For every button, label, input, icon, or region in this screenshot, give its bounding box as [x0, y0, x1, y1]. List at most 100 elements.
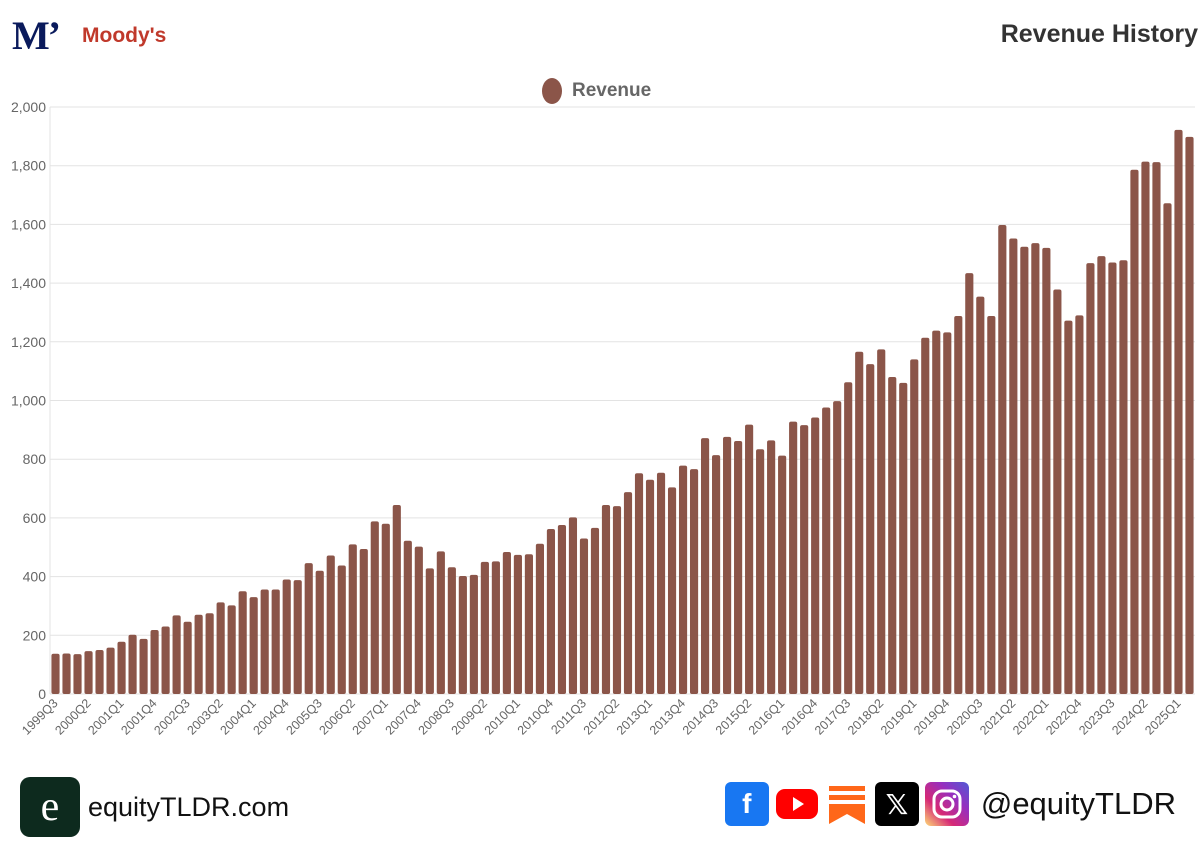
bar-2000Q3	[95, 649, 104, 694]
bar-2008Q1	[425, 568, 434, 694]
social-links: f 𝕏 @equityTLDR	[724, 782, 1176, 826]
bar-2011Q1	[557, 524, 567, 694]
bar-2002Q2	[172, 615, 181, 694]
bar-2016Q2	[789, 421, 798, 694]
x-tick-label: 2006Q2	[317, 696, 358, 737]
x-tick-label: 2012Q2	[581, 696, 622, 737]
bar-2007Q2	[392, 504, 401, 694]
bar-2009Q1	[469, 574, 478, 694]
bar-2024Q2	[1141, 161, 1150, 694]
bar-2023Q4	[1119, 260, 1128, 694]
y-tick-label: 2,000	[11, 99, 46, 115]
x-tick-label: 2007Q4	[383, 696, 424, 737]
bar-2019Q4	[943, 332, 952, 694]
x-tick-label: 2019Q1	[878, 696, 919, 737]
y-tick-label: 600	[23, 510, 47, 526]
y-tick-label: 1,600	[11, 216, 46, 232]
bar-2006Q4	[370, 521, 379, 694]
bar-2008Q3	[447, 567, 456, 694]
bar-2008Q4	[458, 576, 467, 694]
bar-2022Q4	[1075, 315, 1084, 694]
bar-2013Q2	[656, 472, 666, 694]
bar-2022Q3	[1064, 320, 1073, 694]
youtube-icon[interactable]	[774, 782, 819, 826]
x-tick-label: 2004Q1	[217, 696, 258, 737]
x-tick-label: 2025Q1	[1142, 696, 1183, 737]
bar-2020Q4	[987, 315, 996, 694]
bar-2006Q3	[359, 549, 368, 694]
bar-2003Q4	[238, 591, 247, 694]
bar-2019Q2	[921, 337, 930, 694]
bar-2018Q2	[877, 349, 886, 694]
bar-2016Q1	[778, 455, 787, 694]
bar-2011Q4	[590, 527, 600, 694]
bar-2004Q1	[249, 597, 258, 694]
company-name: Moody's	[82, 24, 167, 47]
bar-2013Q4	[678, 465, 688, 694]
bar-2000Q4	[106, 647, 115, 694]
bar-1999Q4	[62, 653, 71, 694]
facebook-icon[interactable]: f	[724, 782, 769, 826]
bar-2016Q4	[811, 417, 820, 694]
bar-2007Q1	[381, 523, 390, 694]
bar-2007Q4	[414, 546, 423, 694]
bar-2005Q1	[293, 580, 302, 694]
bar-2000Q2	[84, 651, 93, 694]
bar-2004Q4	[282, 579, 291, 694]
bar-2018Q1	[866, 364, 875, 694]
x-tick-label: 2002Q3	[151, 696, 192, 737]
x-tick-label: 2016Q4	[779, 696, 820, 737]
bar-2019Q1	[910, 359, 919, 694]
bar-2002Q3	[183, 621, 192, 694]
y-tick-label: 1,400	[11, 275, 46, 291]
substack-icon[interactable]	[824, 782, 869, 826]
bar-2009Q4	[502, 551, 511, 694]
x-tick-label: 2003Q2	[184, 696, 225, 737]
legend[interactable]: Revenue	[542, 78, 651, 104]
instagram-icon[interactable]	[924, 782, 969, 826]
x-tick-label: 2008Q3	[416, 696, 457, 737]
bar-2017Q4	[855, 351, 864, 694]
x-tick-label: 2022Q1	[1010, 696, 1051, 737]
bar-2022Q1	[1042, 247, 1051, 694]
bar-2003Q3	[227, 605, 236, 694]
y-tick-label: 1,200	[11, 334, 46, 350]
x-tick-label: 2013Q4	[647, 696, 688, 737]
x-tick-label: 2023Q3	[1076, 696, 1117, 737]
y-tick-label: 200	[23, 627, 47, 643]
bar-2023Q2	[1097, 256, 1106, 694]
footer-brand: e equityTLDR.com	[20, 777, 289, 837]
x-tick-label: 2017Q3	[812, 696, 853, 737]
bar-2018Q3	[888, 377, 897, 694]
bar-2024Q3	[1152, 162, 1161, 695]
y-tick-label: 400	[23, 569, 47, 585]
bar-2012Q3	[623, 492, 633, 694]
x-tick-label: 2010Q1	[482, 696, 523, 737]
y-tick-label: 1,800	[11, 158, 46, 174]
x-icon[interactable]: 𝕏	[874, 782, 919, 826]
social-handle[interactable]: @equityTLDR	[980, 786, 1176, 821]
bar-2021Q4	[1031, 243, 1040, 694]
bar-2010Q4	[546, 529, 556, 694]
bar-2003Q2	[216, 602, 225, 694]
x-tick-label: 1999Q3	[19, 696, 60, 737]
legend-swatch	[542, 78, 562, 104]
bar-2021Q2	[1009, 238, 1018, 694]
bar-2019Q3	[932, 330, 941, 694]
bar-2014Q2	[700, 438, 710, 694]
bar-2024Q1	[1130, 169, 1139, 694]
moodys-logo: M’	[12, 13, 61, 58]
bar-2014Q1	[689, 469, 699, 694]
bar-2010Q1	[513, 554, 522, 694]
bar-2005Q3	[315, 570, 324, 694]
x-tick-label: 2020Q3	[944, 696, 985, 737]
x-tick-label: 2001Q1	[85, 696, 126, 737]
bar-chart: 0 200 400 600 800 1,000 1,200 1,400 1,600 1,800 2,…	[11, 99, 1195, 738]
x-tick-label: 2016Q1	[746, 696, 787, 737]
site-url[interactable]: equityTLDR.com	[88, 791, 290, 822]
x-tick-label: 2004Q4	[250, 696, 291, 737]
bar-2005Q2	[304, 563, 313, 694]
bar-2007Q3	[403, 540, 412, 694]
bar-2001Q2	[128, 634, 137, 694]
x-tick-label: 2019Q4	[911, 696, 952, 737]
